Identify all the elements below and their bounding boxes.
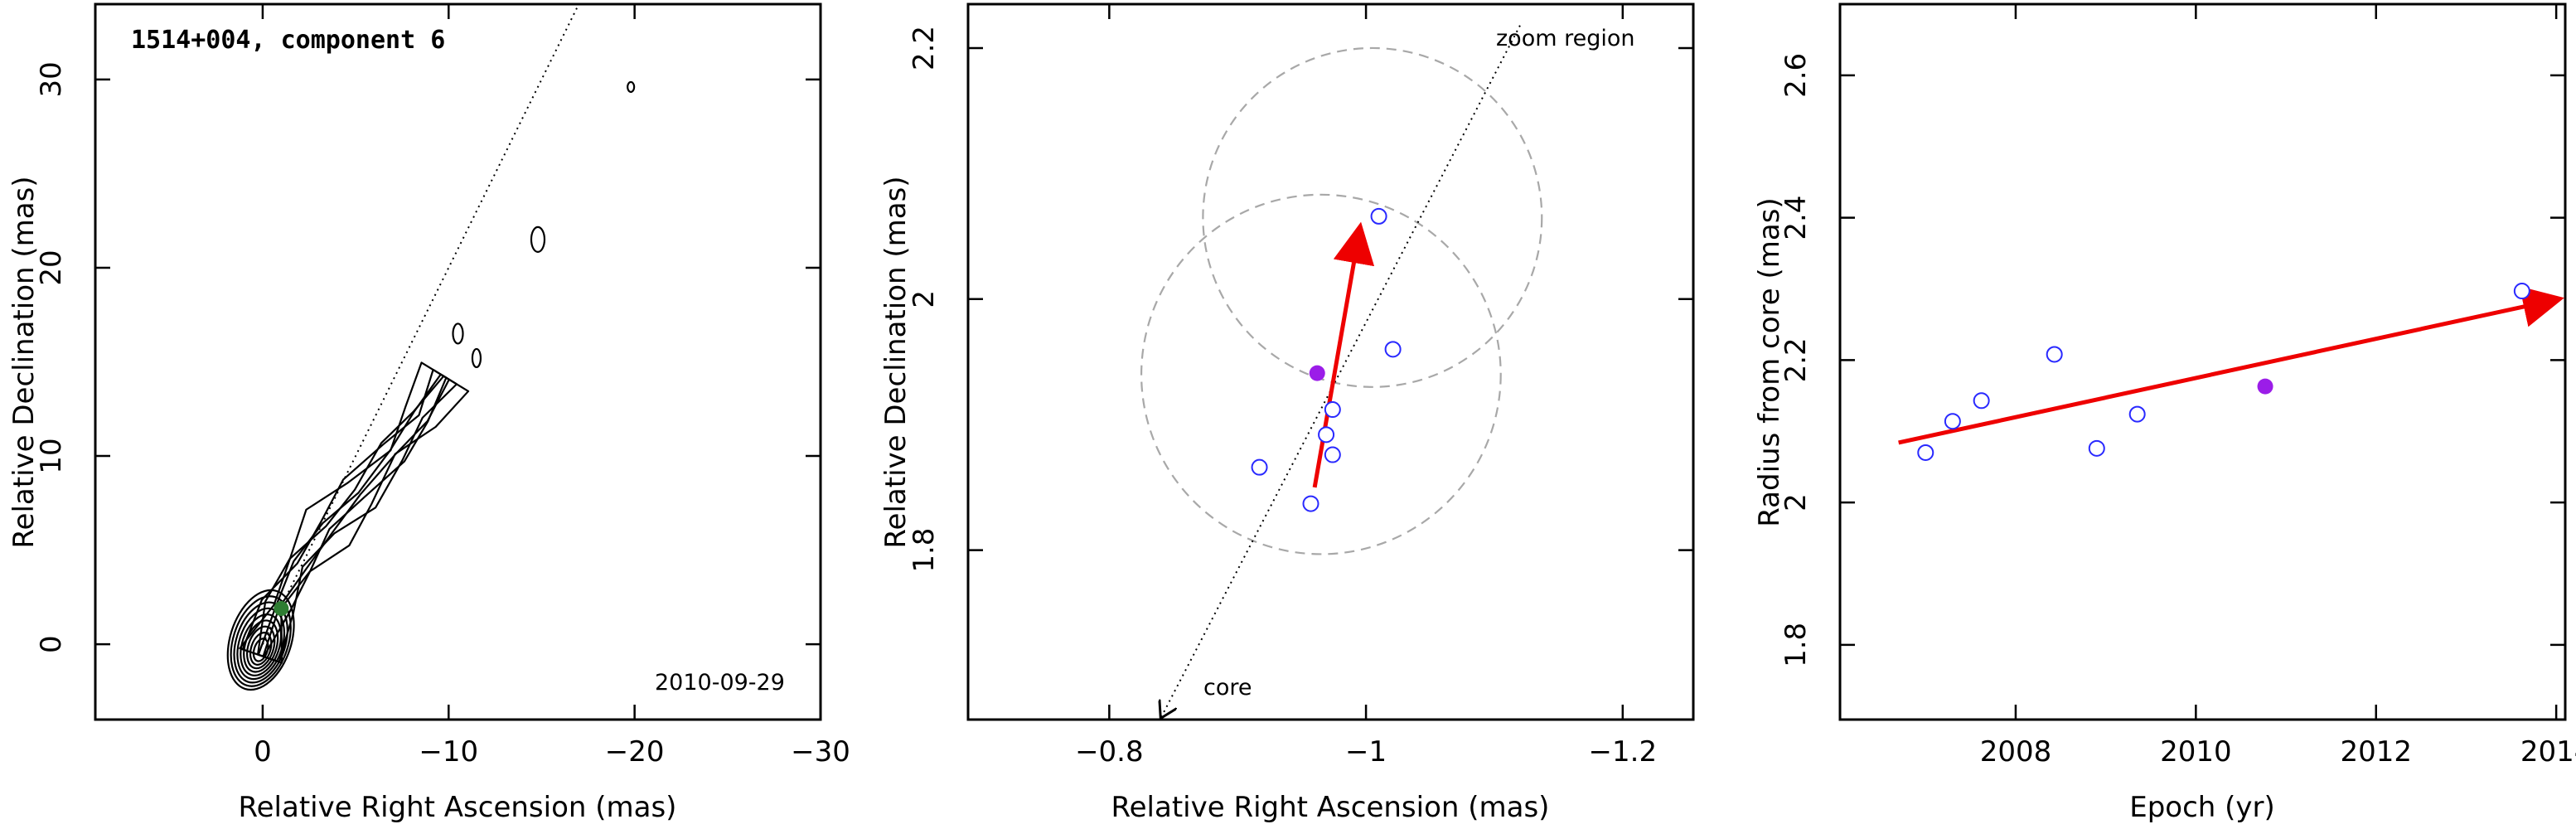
x-tick-label: −1	[1345, 735, 1387, 768]
x-tick-label: 2014	[2520, 735, 2576, 768]
panel2-zoom-text: zoom region	[1496, 26, 1634, 51]
y-tick-label: 1.8	[908, 528, 941, 573]
core-contour	[240, 613, 283, 676]
open-point	[1944, 413, 1961, 430]
core-contour	[233, 601, 288, 684]
core-direction-line	[1160, 25, 1521, 719]
panel2-y-axis-label: Relative Declination (mas)	[879, 176, 913, 548]
panel1-x-axis-label: Relative Right Ascension (mas)	[239, 791, 677, 824]
y-tick-label: 20	[35, 250, 68, 285]
open-point	[1302, 495, 1319, 512]
panel3-plot-area	[1898, 283, 2564, 461]
y-tick-label: 2.4	[1779, 196, 1813, 240]
open-point	[2088, 439, 2105, 457]
trend-vector	[1898, 286, 2564, 445]
x-tick-label: −0.8	[1075, 735, 1144, 768]
filled-point	[2257, 378, 2273, 395]
zoom-circle	[1202, 46, 1543, 388]
panel2-frame	[966, 2, 1695, 721]
open-point	[1324, 401, 1341, 419]
open-point	[1973, 392, 1990, 410]
open-point	[2128, 405, 2146, 423]
y-tick-label: 2	[1779, 493, 1813, 511]
knot-contour	[530, 225, 546, 253]
x-tick-label: 0	[254, 735, 272, 768]
y-tick-label: 2.6	[1779, 53, 1813, 98]
open-point	[1251, 458, 1268, 476]
panel3-y-axis-label: Radius from core (mas)	[1753, 197, 1786, 526]
open-point	[2046, 346, 2063, 363]
component-marker	[274, 601, 289, 617]
panel2-axes: −0.8 −1 −1.2 1.8 2 2.2	[908, 4, 1693, 768]
panel1-title: 1514+004, component 6	[131, 26, 445, 55]
panel2-plot-area	[1140, 25, 1543, 719]
x-tick-label: 2010	[2160, 735, 2232, 768]
panel1-date-label: 2010-09-29	[655, 670, 785, 696]
panel3-x-axis-label: Epoch (yr)	[2129, 791, 2275, 824]
zoom-circle	[1140, 193, 1502, 555]
y-tick-label: 2	[908, 290, 941, 308]
y-tick-label: 2.2	[908, 26, 941, 70]
y-tick-label: 2.2	[1779, 337, 1813, 382]
panel2-x-axis-label: Relative Right Ascension (mas)	[1111, 791, 1550, 824]
panel-zoom-region: −0.8 −1 −1.2 1.8 2 2.2 zoom region core Relat…	[879, 2, 1695, 824]
direction-line	[262, 4, 580, 645]
panel-radius-epoch: 2008 2010 2012 2014 1.8 2 2.2 2.4 2.6 Epoch (yr)…	[1753, 2, 2576, 824]
jet-contour	[257, 373, 450, 657]
x-tick-label: −30	[791, 735, 850, 768]
panel1-y-axis-label: Relative Declination (mas)	[7, 176, 41, 548]
core-contour	[230, 595, 292, 687]
open-point	[1318, 426, 1335, 444]
panel1-axes: 0 −10 −20 −30 0 10 20 30	[35, 4, 850, 768]
panel1-frame	[94, 2, 822, 721]
open-point	[1917, 444, 1934, 461]
jet-contour	[256, 375, 448, 658]
y-tick-label: 1.8	[1779, 623, 1813, 667]
x-tick-label: 2008	[1980, 735, 2052, 768]
panel3-frame	[1838, 2, 2567, 721]
open-point	[1370, 207, 1387, 225]
x-tick-label: −10	[419, 735, 478, 768]
open-point	[2513, 283, 2530, 300]
open-point	[1384, 341, 1402, 358]
x-tick-label: 2012	[2340, 735, 2412, 768]
filled-point	[1309, 365, 1325, 381]
jet-contour	[239, 361, 470, 664]
panel1-plot-area	[226, 4, 636, 691]
knot-contour	[471, 347, 482, 369]
x-tick-label: −1.2	[1589, 735, 1658, 768]
panel2-core-text: core	[1203, 675, 1252, 701]
motion-vector	[1312, 221, 1375, 488]
knot-contour	[452, 322, 464, 345]
y-tick-label: 0	[35, 635, 68, 653]
y-tick-label: 10	[35, 438, 68, 473]
core-contour	[226, 589, 295, 691]
x-tick-label: −20	[605, 735, 665, 768]
knot-contour	[627, 80, 636, 94]
open-point	[1324, 446, 1341, 463]
y-tick-label: 30	[35, 61, 68, 97]
panel3-axes: 2008 2010 2012 2014 1.8 2 2.2 2.4 2.6	[1779, 4, 2576, 768]
